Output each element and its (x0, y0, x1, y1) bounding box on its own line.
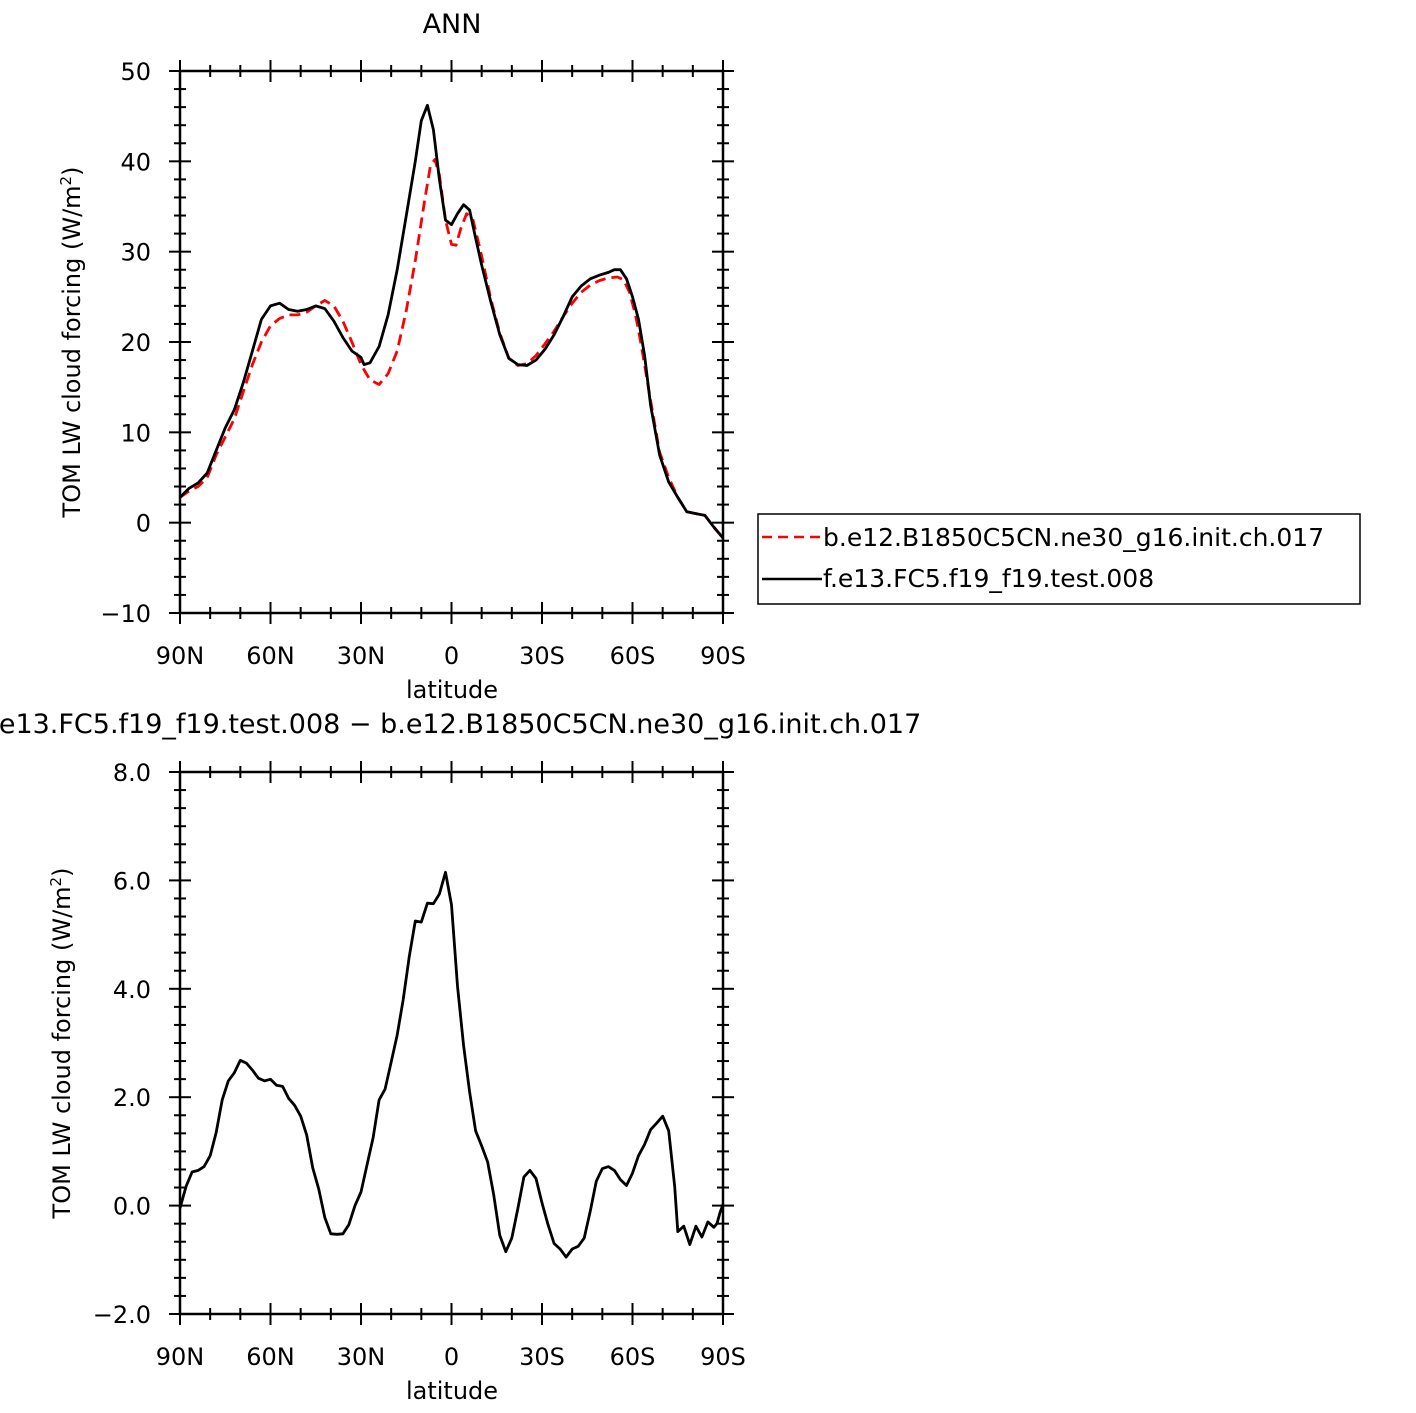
y-tick-label: 30 (120, 239, 151, 267)
top-series-line-1 (179, 103, 725, 539)
x-tick-label: 30N (337, 1343, 386, 1371)
x-tick-label: 0 (444, 1343, 459, 1371)
top-series-line-0 (179, 158, 725, 539)
bottom-series-lines (178, 870, 725, 1259)
top-y-axis-label-main: TOM LW cloud forcing (W/m (58, 185, 86, 518)
bottom-x-axis-label: latitude (406, 1377, 498, 1405)
top-x-ticks: 90N 60N 30N 0 30S 60S 90S (156, 60, 746, 670)
y-tick-label: 10 (120, 419, 151, 447)
legend-box (757, 513, 1361, 605)
y-tick-label: −2.0 (93, 1301, 151, 1329)
legend-label-b-e12: b.e12.B1850C5CN.ne30_g16.init.ch.017 (823, 523, 1324, 552)
legend-label-f-e13: f.e13.FC5.f19_f19.test.008 (823, 564, 1154, 593)
x-tick-label: 90N (156, 642, 205, 670)
x-tick-label: 30S (519, 1343, 565, 1371)
y-tick-label: 20 (120, 329, 151, 357)
top-panel-title: ANN (423, 9, 482, 40)
y-tick-label: 0 (136, 510, 151, 538)
top-y-axis-label-superscript: 2 (57, 176, 75, 186)
top-series-lines (179, 103, 725, 539)
top-y-axis-label-close: ) (58, 167, 86, 176)
bottom-panel-title: f.e13.FC5.f19_f19.test.008 − b.e12.B1850… (0, 709, 921, 740)
y-tick-label: 6.0 (113, 867, 151, 895)
x-tick-label: 60N (246, 1343, 295, 1371)
x-tick-label: 60N (246, 642, 295, 670)
bottom-series-line-0 (178, 870, 725, 1259)
y-tick-label: 4.0 (113, 976, 151, 1004)
y-tick-label: 8.0 (113, 759, 151, 787)
bottom-y-ticks: −2.0 0.0 2.0 4.0 6.0 8.0 (93, 759, 734, 1329)
bottom-y-axis-label: TOM LW cloud forcing (W/m2) (47, 868, 76, 1220)
top-x-axis-label: latitude (406, 676, 498, 704)
x-tick-label: 60S (610, 642, 656, 670)
bottom-y-axis-label-superscript: 2 (47, 877, 65, 887)
bottom-y-axis-label-main: TOM LW cloud forcing (W/m (48, 886, 76, 1219)
bottom-x-ticks: 90N 60N 30N 0 30S 60S 90S (156, 761, 746, 1371)
y-tick-label: 40 (120, 148, 151, 176)
x-tick-label: 90N (156, 1343, 205, 1371)
x-tick-label: 30S (519, 642, 565, 670)
bottom-panel-difference: f.e13.FC5.f19_f19.test.008 − b.e12.B1850… (0, 709, 921, 1405)
x-tick-label: 90S (700, 642, 746, 670)
top-y-ticks: −10 0 10 20 30 40 50 (100, 58, 734, 628)
x-tick-label: 30N (337, 642, 386, 670)
y-tick-label: 0.0 (113, 1193, 151, 1221)
top-panel-annual-lw-cloud-forcing: ANN 90N 60N 30N 0 30S 60S 90S −10 0 10 20 30 40 50 l… (57, 9, 1361, 704)
y-tick-label: −10 (100, 600, 151, 628)
x-tick-label: 0 (444, 642, 459, 670)
x-tick-label: 60S (610, 1343, 656, 1371)
bottom-plot-frame (178, 770, 725, 1316)
top-y-axis-label: TOM LW cloud forcing (W/m2) (57, 167, 86, 519)
y-tick-label: 50 (120, 58, 151, 86)
y-tick-label: 2.0 (113, 1084, 151, 1112)
bottom-y-axis-label-close: ) (48, 868, 76, 877)
legend: b.e12.B1850C5CN.ne30_g16.init.ch.017 f.e… (757, 513, 1361, 605)
x-tick-label: 90S (700, 1343, 746, 1371)
